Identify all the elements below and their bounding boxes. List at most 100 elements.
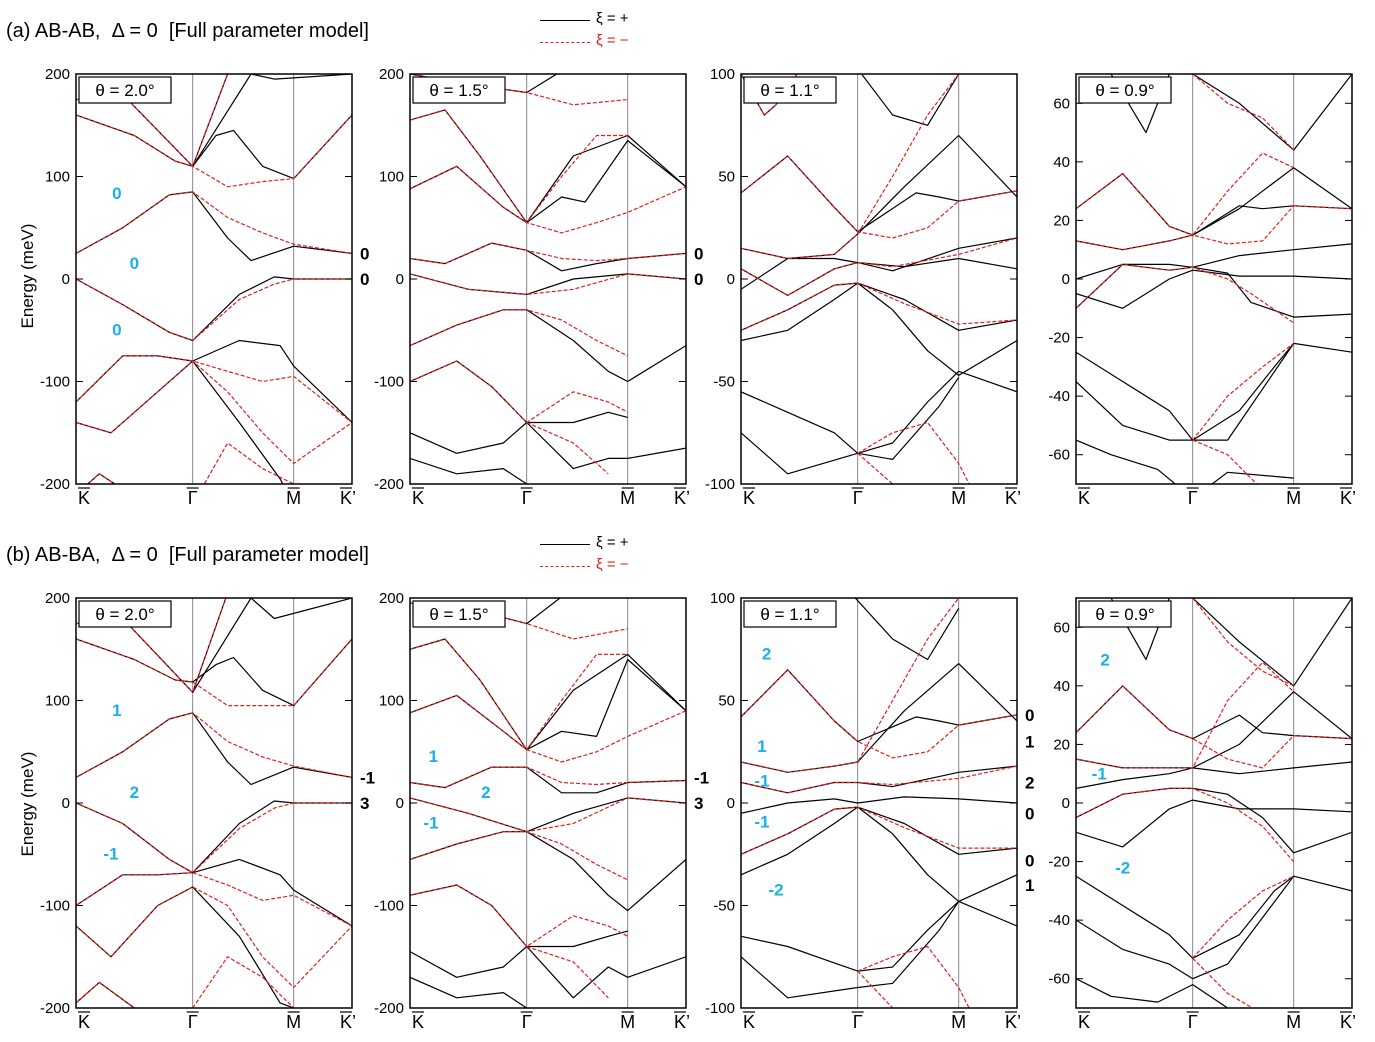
chern-number: 0 xyxy=(112,184,121,203)
x-tick-label: K xyxy=(743,1012,755,1032)
panel-b-3: -100 -50 0 50 100 K Γ M K’ θ = 1.1° 2 1 -1 -1 -2 0 1 2 0 0 1 xyxy=(705,590,1035,1032)
y-tick-label: 100 xyxy=(379,169,404,186)
band-xi-minus xyxy=(1076,263,1295,324)
plot-frame xyxy=(1075,73,1353,485)
band-xi-plus xyxy=(410,360,628,424)
x-tick-label: K xyxy=(1078,1012,1090,1032)
angle-label: θ = 1.5° xyxy=(429,81,488,100)
angle-label: θ = 1.1° xyxy=(760,605,819,624)
band-xi-minus xyxy=(76,74,229,167)
band-curves xyxy=(76,598,352,1008)
band-xi-minus xyxy=(857,452,894,484)
y-tick-label: 50 xyxy=(718,693,735,710)
panel-b-4: -60 -40 -20 0 20 40 60 K Γ M K’ θ = 0.9° 2 -1 -2 xyxy=(1048,597,1356,1032)
angle-label-box xyxy=(1078,76,1172,104)
y-tick-label: -40 xyxy=(1048,912,1070,929)
y-tick-label: 40 xyxy=(1053,154,1070,171)
x-tick-label: K xyxy=(78,488,90,508)
band-xi-plus xyxy=(854,598,960,661)
x-tick-label: K xyxy=(1078,488,1090,508)
band-xi-plus xyxy=(410,309,686,383)
band-xi-minus xyxy=(76,598,227,693)
band-xi-minus xyxy=(1076,661,1295,769)
band-xi-plus xyxy=(1076,978,1228,1008)
side-chern-label: 3 xyxy=(694,794,703,813)
chern-number: 2 xyxy=(1100,650,1109,669)
y-tick-label: 50 xyxy=(718,169,735,186)
band-xi-plus xyxy=(410,653,686,751)
y-tick-label: -60 xyxy=(1048,447,1070,464)
chern-number: -1 xyxy=(754,813,769,832)
band-xi-plus xyxy=(741,765,1017,794)
band-xi-plus xyxy=(76,886,294,1008)
band-xi-plus xyxy=(1192,74,1352,151)
band-xi-plus xyxy=(410,273,686,295)
side-chern-label: 1 xyxy=(1025,733,1034,752)
y-tick-label: -200 xyxy=(40,1000,70,1017)
panel-a-2: -200 -100 0 100 200 K Γ M K’ θ = 1.5° 0 0 xyxy=(374,66,704,508)
angle-label: θ = 1.5° xyxy=(429,605,488,624)
y-tick-label: -200 xyxy=(374,476,404,493)
y-tick-label: 0 xyxy=(62,271,70,288)
angle-label-box xyxy=(78,76,172,104)
x-tick-label: K’ xyxy=(340,1012,356,1032)
chern-number: 0 xyxy=(130,254,139,273)
chern-number: 1 xyxy=(429,747,438,766)
chern-number: 2 xyxy=(481,783,490,802)
band-xi-plus xyxy=(410,797,686,833)
chern-number: 0 xyxy=(112,320,121,339)
band-xi-minus xyxy=(1076,152,1294,251)
band-xi-minus xyxy=(76,886,352,989)
band-xi-minus xyxy=(1076,685,1352,769)
angle-label: θ = 2.0° xyxy=(95,81,154,100)
band-xi-minus xyxy=(192,956,295,1008)
band-xi-plus xyxy=(1076,439,1177,484)
band-xi-minus xyxy=(857,945,970,1008)
y-tick-label: 60 xyxy=(1053,95,1070,112)
band-curves xyxy=(1076,598,1352,1008)
side-chern-label: 0 xyxy=(694,244,703,263)
x-tick-label: Γ xyxy=(188,488,198,508)
side-chern-label: 0 xyxy=(694,270,703,289)
plot-frame xyxy=(740,73,1018,485)
x-tick-label: K’ xyxy=(674,1012,690,1032)
y-tick-label: -50 xyxy=(713,374,735,391)
side-chern-label: 0 xyxy=(360,270,369,289)
band-xi-minus xyxy=(410,831,628,881)
band-xi-minus xyxy=(410,653,628,751)
panel-a-4: -60 -40 -20 0 20 40 60 K Γ M K’ θ = 0.9° xyxy=(1048,73,1356,508)
band-xi-minus xyxy=(76,638,352,707)
band-xi-plus xyxy=(410,134,686,224)
band-xi-plus xyxy=(410,884,628,948)
band-xi-plus xyxy=(1076,691,1352,769)
band-xi-plus xyxy=(741,806,1017,855)
plot-frame xyxy=(740,597,1018,1009)
x-tick-label: K’ xyxy=(1005,488,1021,508)
y-tick-label: 200 xyxy=(45,590,70,607)
y-tick-label: 0 xyxy=(1062,795,1070,812)
panel-a-3: -100 -50 0 50 100 K Γ M K’ θ = 1.1° xyxy=(705,66,1021,508)
band-xi-plus xyxy=(741,134,1017,260)
y-tick-label: 0 xyxy=(396,271,404,288)
row-title-a: (a) AB-AB, Δ = 0 [Full parameter model] xyxy=(6,20,369,42)
band-xi-plus xyxy=(76,638,352,707)
y-tick-label: 200 xyxy=(379,66,404,83)
band-xi-plus xyxy=(1076,799,1352,848)
band-curves xyxy=(410,74,686,484)
band-xi-minus xyxy=(410,360,628,424)
chern-number: 1 xyxy=(757,737,766,756)
x-tick-label: M xyxy=(1286,488,1301,508)
band-xi-plus xyxy=(741,370,1017,454)
band-xi-minus xyxy=(1192,957,1254,1008)
band-xi-plus xyxy=(741,257,1017,290)
band-xi-minus xyxy=(76,802,352,874)
y-tick-label: 60 xyxy=(1053,619,1070,636)
y-tick-label: -20 xyxy=(1048,330,1070,347)
legend-minus-line xyxy=(540,566,590,567)
band-xi-plus xyxy=(410,109,686,224)
x-tick-label: Γ xyxy=(853,1012,863,1032)
band-xi-plus xyxy=(410,421,686,470)
panel-b-2: -200 -100 0 100 200 K Γ M K’ θ = 1.5° 1 2 -1 -1 3 xyxy=(374,590,709,1032)
band-xi-minus xyxy=(741,806,1017,855)
x-tick-label: K xyxy=(412,488,424,508)
